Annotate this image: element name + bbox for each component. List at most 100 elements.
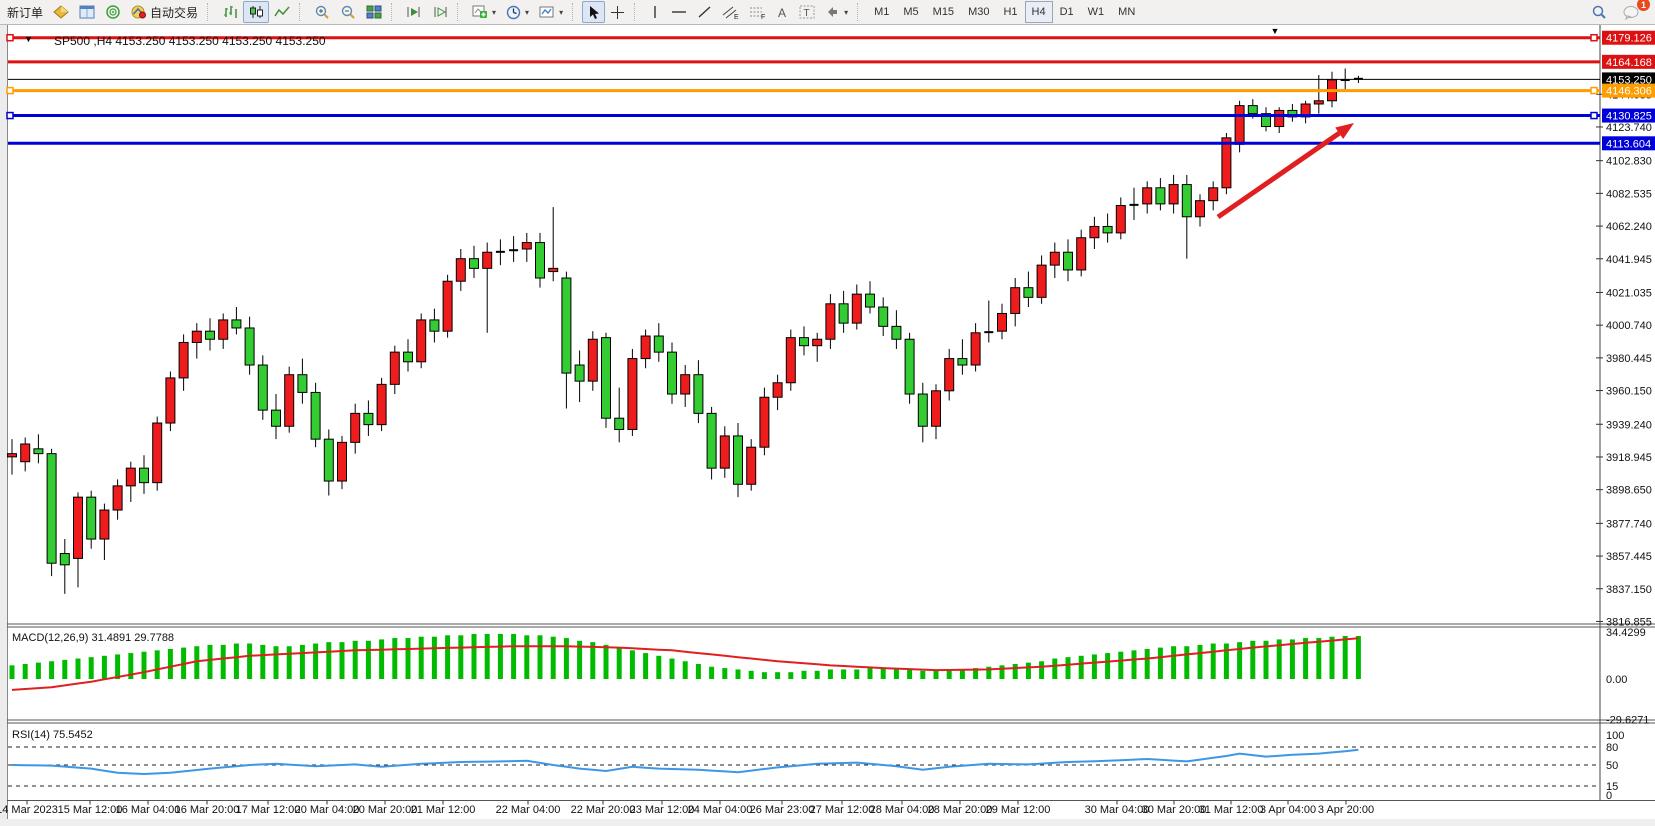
candle[interactable] — [297, 374, 308, 393]
candle[interactable] — [1274, 109, 1285, 128]
timeframe-mn[interactable]: MN — [1118, 6, 1136, 18]
candle[interactable] — [20, 443, 31, 463]
candle[interactable] — [1142, 187, 1153, 205]
candle[interactable] — [667, 351, 677, 395]
candle[interactable] — [917, 393, 928, 427]
candle[interactable] — [46, 453, 57, 564]
line-handle[interactable] — [6, 111, 14, 120]
candle[interactable] — [931, 390, 941, 427]
chart-shift-button[interactable] — [427, 1, 453, 23]
candle[interactable] — [178, 341, 189, 379]
text-button[interactable]: A — [771, 1, 794, 23]
timeframe-h4[interactable]: H4 — [1024, 1, 1053, 23]
candle[interactable] — [865, 293, 875, 308]
fibonacci-button[interactable]: F — [744, 1, 771, 23]
candle[interactable] — [99, 509, 110, 540]
equidistant-channel-button[interactable]: E — [717, 1, 744, 23]
zoom-out-button[interactable] — [335, 1, 361, 23]
candle[interactable] — [218, 319, 229, 340]
annotation-arrow-head[interactable] — [1335, 123, 1354, 139]
candle[interactable] — [601, 337, 611, 419]
candle[interactable] — [284, 374, 295, 427]
auto-scroll-button[interactable] — [401, 1, 427, 23]
timeframe-m30[interactable]: M30 — [968, 6, 990, 18]
candle[interactable] — [653, 335, 664, 353]
candle[interactable] — [627, 358, 638, 430]
candle[interactable] — [86, 496, 97, 540]
search-button[interactable] — [1586, 1, 1612, 23]
cursor-button[interactable] — [582, 1, 606, 23]
line-handle[interactable] — [6, 33, 14, 42]
market-watch-icon[interactable] — [48, 1, 74, 23]
candle[interactable] — [812, 338, 823, 347]
candle[interactable] — [244, 327, 255, 366]
candle[interactable] — [535, 242, 545, 279]
candle[interactable] — [733, 435, 743, 485]
candle[interactable] — [878, 306, 889, 327]
new-order-button[interactable]: 新订单 — [2, 1, 48, 23]
candle[interactable] — [1115, 205, 1126, 234]
candle[interactable] — [719, 435, 730, 469]
timeframe-w1[interactable]: W1 — [1087, 6, 1105, 18]
candle[interactable] — [1168, 184, 1179, 205]
candle[interactable] — [205, 330, 215, 340]
candle[interactable] — [746, 446, 757, 485]
scroll-marker-triangle[interactable]: ▼ — [1271, 26, 1280, 36]
annotation-arrow-shaft[interactable] — [1216, 131, 1341, 220]
timeframe-m15[interactable]: M15 — [932, 6, 955, 18]
candle[interactable] — [904, 338, 915, 395]
candle[interactable] — [838, 303, 849, 324]
candle[interactable] — [363, 412, 374, 426]
candle[interactable] — [191, 330, 202, 343]
candle[interactable] — [1049, 251, 1060, 266]
autotrade-button[interactable]: 自动交易 — [126, 1, 203, 23]
candle[interactable] — [323, 438, 334, 482]
candle[interactable] — [1076, 237, 1087, 271]
candle[interactable] — [1089, 225, 1100, 239]
candle[interactable] — [548, 267, 559, 273]
candle[interactable] — [482, 251, 493, 269]
candle[interactable] — [614, 417, 625, 430]
candle[interactable] — [957, 358, 968, 366]
tile-windows-button[interactable] — [361, 1, 387, 23]
candle[interactable] — [574, 364, 585, 382]
candle[interactable] — [416, 319, 427, 363]
candle[interactable] — [706, 412, 717, 469]
candle[interactable] — [772, 382, 783, 398]
candle[interactable] — [1036, 264, 1047, 298]
line-handle[interactable] — [1590, 111, 1598, 120]
candle[interactable] — [1234, 105, 1245, 145]
candle[interactable] — [1195, 200, 1205, 218]
candle[interactable] — [403, 351, 413, 363]
text-label-button[interactable]: T — [794, 1, 820, 23]
periods-button[interactable]: ▾ — [501, 1, 534, 23]
data-window-icon[interactable] — [74, 1, 100, 23]
trendline-button[interactable] — [692, 1, 717, 23]
timeframe-d1[interactable]: D1 — [1059, 6, 1074, 18]
candle[interactable] — [165, 377, 176, 424]
candle[interactable] — [1102, 225, 1113, 234]
candle[interactable] — [337, 441, 347, 482]
horizontal-line-button[interactable] — [666, 1, 692, 23]
candle[interactable] — [33, 448, 44, 455]
zoom-in-button[interactable] — [309, 1, 335, 23]
new-chart-button[interactable]: ▾ — [467, 1, 501, 23]
bar-chart-button[interactable] — [217, 1, 243, 23]
timeframe-h1[interactable]: H1 — [1003, 6, 1018, 18]
candle[interactable] — [469, 258, 479, 269]
arrows-button[interactable]: ▾ — [820, 1, 853, 23]
candle[interactable] — [759, 396, 770, 448]
candle[interactable] — [257, 364, 268, 411]
templates-button[interactable]: ▾ — [534, 1, 568, 23]
candle[interactable] — [1181, 184, 1192, 218]
candlestick-chart-button[interactable] — [243, 1, 270, 23]
candle[interactable] — [693, 374, 704, 414]
candle[interactable] — [891, 325, 902, 340]
candle[interactable] — [112, 485, 123, 511]
candle[interactable] — [680, 374, 691, 395]
candle[interactable] — [944, 358, 955, 392]
candle[interactable] — [442, 280, 453, 332]
candle[interactable] — [350, 412, 361, 443]
candle[interactable] — [231, 319, 242, 329]
candle[interactable] — [521, 242, 532, 250]
